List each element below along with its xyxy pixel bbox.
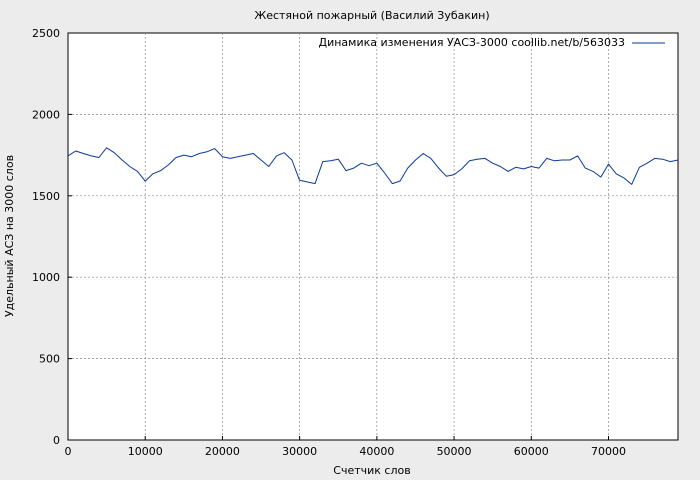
grid: [68, 33, 678, 440]
x-axis-title: Счетчик слов: [333, 464, 410, 477]
x-tick-label: 50000: [437, 445, 472, 458]
x-tick-label: 10000: [128, 445, 163, 458]
y-tick-label: 1000: [32, 271, 60, 284]
y-tick-label: 500: [39, 353, 60, 366]
plot-area: [67, 32, 679, 441]
series-line: [67, 147, 679, 185]
x-tick-label: 20000: [205, 445, 240, 458]
y-axis-title: Удельный АСЗ на 3000 слов: [3, 155, 16, 317]
legend: Динамика изменения УАСЗ-3000 coollib.net…: [319, 36, 665, 49]
chart-title: Жестяной пожарный (Василий Зубакин): [254, 9, 489, 22]
x-tick-label: 0: [65, 445, 72, 458]
y-tick-label: 2000: [32, 108, 60, 121]
axis-ticks: 0 10000 20000 30000 40000 50000 60000 70000 0 500…: [32, 27, 626, 458]
x-tick-label: 40000: [359, 445, 394, 458]
x-tick-label: 60000: [514, 445, 549, 458]
y-tick-label: 0: [53, 434, 60, 447]
y-tick-label: 1500: [32, 190, 60, 203]
y-tick-label: 2500: [32, 27, 60, 40]
series-layer: [67, 147, 679, 185]
legend-label: Динамика изменения УАСЗ-3000 coollib.net…: [319, 36, 626, 49]
x-tick-label: 70000: [591, 445, 626, 458]
x-tick-label: 30000: [282, 445, 317, 458]
